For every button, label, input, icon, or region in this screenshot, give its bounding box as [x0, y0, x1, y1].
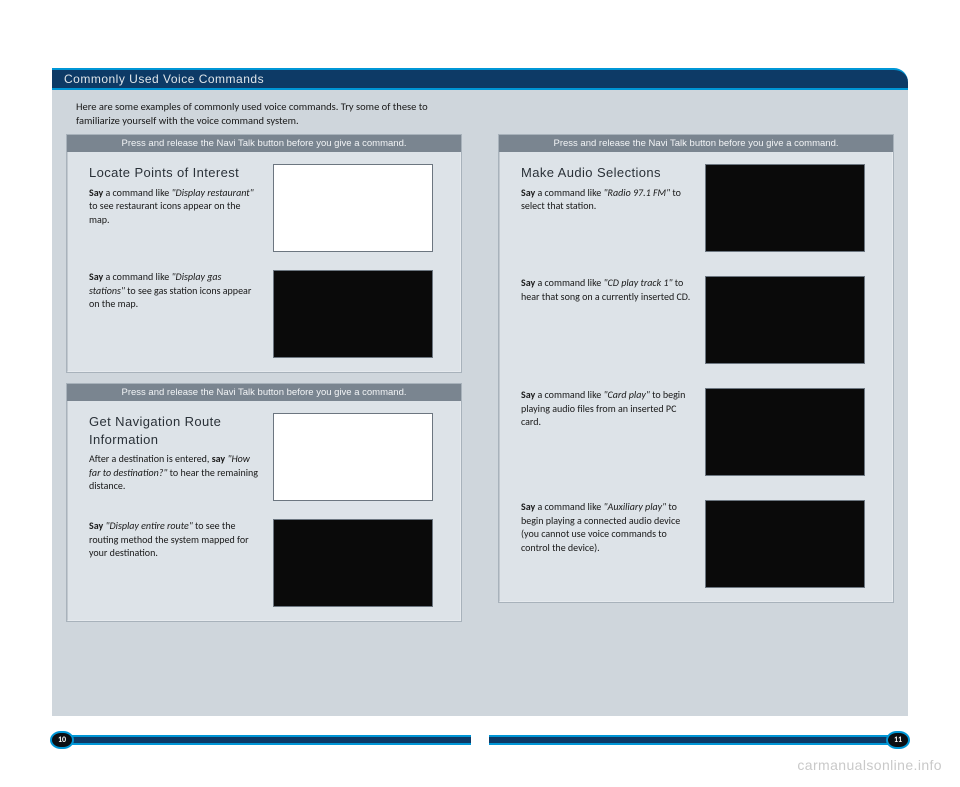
t: a command like [535, 500, 603, 513]
card-nav: Press and release the Navi Talk button b… [66, 383, 462, 622]
row: Say a command like "Display gas stations… [89, 270, 445, 358]
t: a command like [535, 388, 603, 401]
row: Say a command like "Card play" to begin … [521, 388, 877, 476]
card-header: Press and release the Navi Talk button b… [499, 135, 893, 152]
quote: "Display entire route" [105, 519, 192, 532]
screenshot-placeholder [273, 519, 433, 607]
footer-rule [489, 735, 888, 745]
row: Say a command like "Auxiliary play" to b… [521, 500, 877, 588]
footer-bar: 10 11 [52, 733, 908, 747]
t: After a destination is entered, [89, 452, 212, 465]
content-columns: Press and release the Navi Talk button b… [52, 134, 908, 714]
t: a command like [103, 270, 171, 283]
t: a command like [535, 276, 603, 289]
card-audio: Press and release the Navi Talk button b… [498, 134, 894, 603]
quote: "Radio 97.1 FM" [604, 186, 671, 199]
say-label: Say [521, 500, 535, 513]
subtitle: Locate Points of Interest [89, 164, 259, 182]
t: to see restaurant icons appear on the ma… [89, 199, 240, 226]
left-column: Press and release the Navi Talk button b… [66, 134, 462, 714]
t: a command like [535, 186, 603, 199]
page-container: Commonly Used Voice Commands Here are so… [52, 68, 908, 716]
footer-gap [471, 733, 489, 747]
screenshot-placeholder [705, 500, 865, 588]
page-number-left: 10 [50, 731, 74, 749]
row-text: Say "Display entire route" to see the ro… [89, 519, 259, 560]
quote: "Display restaurant" [172, 186, 254, 199]
row-text: Say a command like "Card play" to begin … [521, 388, 691, 429]
row-text: Locate Points of Interest Say a command … [89, 164, 259, 226]
page-number-right: 11 [886, 731, 910, 749]
subtitle: Make Audio Selections [521, 164, 691, 182]
say-label: Say [521, 276, 535, 289]
say-label: Say [89, 519, 103, 532]
row-text: Say a command like "Auxiliary play" to b… [521, 500, 691, 554]
intro-text: Here are some examples of commonly used … [52, 90, 492, 134]
watermark: carmanualsonline.info [797, 757, 942, 773]
card-body: Locate Points of Interest Say a command … [67, 152, 461, 372]
footer-rule [72, 735, 471, 745]
quote: "Auxiliary play" [604, 500, 667, 513]
row-text: Say a command like "CD play track 1" to … [521, 276, 691, 303]
screenshot-placeholder [705, 276, 865, 364]
screenshot-placeholder [705, 388, 865, 476]
card-header: Press and release the Navi Talk button b… [67, 135, 461, 152]
say-label: Say [89, 186, 103, 199]
card-poi: Press and release the Navi Talk button b… [66, 134, 462, 373]
row: Say a command like "CD play track 1" to … [521, 276, 877, 364]
header-title: Commonly Used Voice Commands [64, 72, 264, 86]
say-label: Say [521, 388, 535, 401]
t: a command like [103, 186, 171, 199]
row: Get Navigation Route Information After a… [89, 413, 445, 501]
screenshot-placeholder [273, 413, 433, 501]
screenshot-placeholder [273, 270, 433, 358]
row-text: Get Navigation Route Information After a… [89, 413, 259, 493]
right-column: Press and release the Navi Talk button b… [498, 134, 894, 714]
row-text: Say a command like "Display gas stations… [89, 270, 259, 311]
row: Locate Points of Interest Say a command … [89, 164, 445, 252]
card-body: Get Navigation Route Information After a… [67, 401, 461, 621]
screenshot-placeholder [273, 164, 433, 252]
quote: "Card play" [604, 388, 650, 401]
say-label: say [212, 452, 225, 465]
subtitle: Get Navigation Route Information [89, 413, 259, 448]
say-label: Say [521, 186, 535, 199]
row: Make Audio Selections Say a command like… [521, 164, 877, 252]
row-text: Make Audio Selections Say a command like… [521, 164, 691, 213]
quote: "CD play track 1" [604, 276, 673, 289]
say-label: Say [89, 270, 103, 283]
screenshot-placeholder [705, 164, 865, 252]
row: Say "Display entire route" to see the ro… [89, 519, 445, 607]
card-header: Press and release the Navi Talk button b… [67, 384, 461, 401]
card-body: Make Audio Selections Say a command like… [499, 152, 893, 602]
header-bar: Commonly Used Voice Commands [52, 68, 908, 90]
